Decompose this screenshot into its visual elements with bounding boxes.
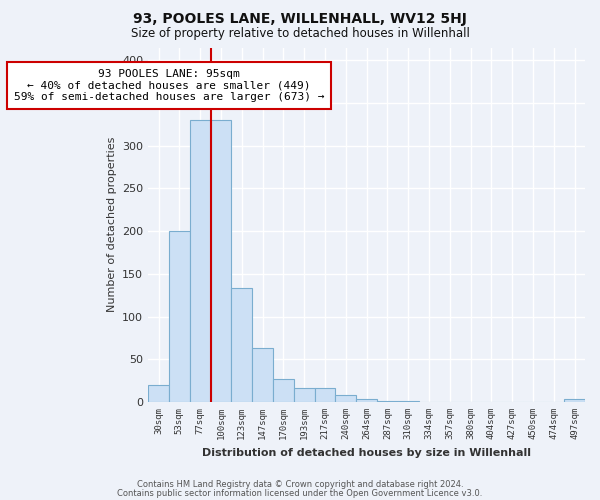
Bar <box>232 288 252 402</box>
Bar <box>190 120 211 402</box>
Bar <box>252 348 273 402</box>
Bar <box>148 385 169 402</box>
Bar <box>169 231 190 402</box>
Text: Contains HM Land Registry data © Crown copyright and database right 2024.: Contains HM Land Registry data © Crown c… <box>137 480 463 489</box>
X-axis label: Distribution of detached houses by size in Willenhall: Distribution of detached houses by size … <box>202 448 531 458</box>
Bar <box>398 401 419 402</box>
Bar <box>294 388 314 402</box>
Bar <box>211 120 232 402</box>
Text: 93 POOLES LANE: 95sqm
← 40% of detached houses are smaller (449)
59% of semi-det: 93 POOLES LANE: 95sqm ← 40% of detached … <box>14 69 324 102</box>
Bar <box>335 395 356 402</box>
Bar <box>356 400 377 402</box>
Bar <box>377 401 398 402</box>
Bar <box>564 398 585 402</box>
Text: Contains public sector information licensed under the Open Government Licence v3: Contains public sector information licen… <box>118 488 482 498</box>
Bar <box>314 388 335 402</box>
Bar <box>273 379 294 402</box>
Y-axis label: Number of detached properties: Number of detached properties <box>107 137 116 312</box>
Text: Size of property relative to detached houses in Willenhall: Size of property relative to detached ho… <box>131 28 469 40</box>
Text: 93, POOLES LANE, WILLENHALL, WV12 5HJ: 93, POOLES LANE, WILLENHALL, WV12 5HJ <box>133 12 467 26</box>
